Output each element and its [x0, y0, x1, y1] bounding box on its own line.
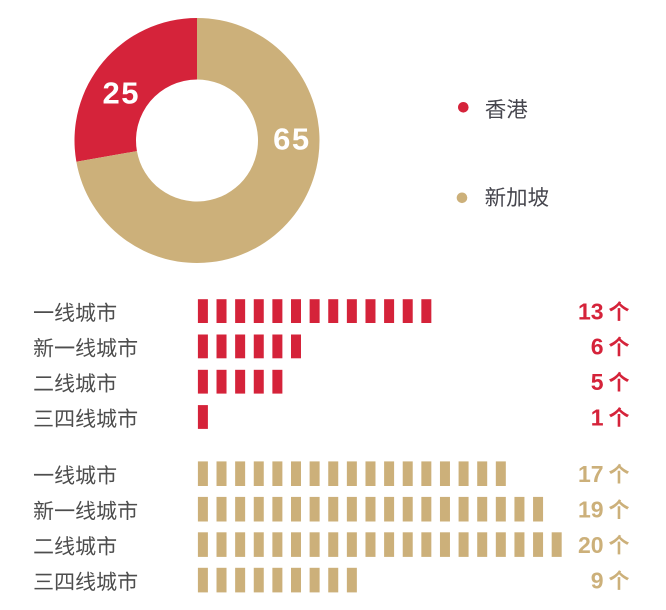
svg-text:25: 25 [103, 75, 140, 110]
svg-text:9: 9 [591, 567, 604, 593]
svg-text:6: 6 [591, 334, 604, 360]
svg-text:20: 20 [578, 532, 604, 558]
svg-text:13: 13 [578, 298, 604, 324]
svg-text:17: 17 [578, 461, 604, 487]
svg-text:5: 5 [591, 369, 604, 395]
svg-text:19: 19 [578, 497, 604, 523]
svg-text:65: 65 [273, 121, 310, 156]
svg-text:1: 1 [591, 404, 604, 430]
